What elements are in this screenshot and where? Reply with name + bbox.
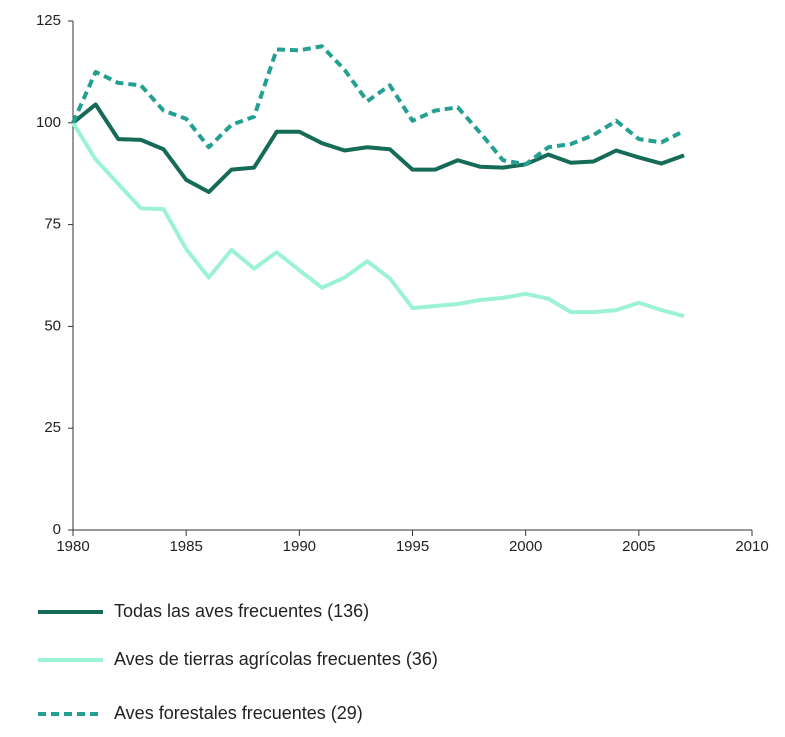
x-tick-label: 2010 — [735, 538, 768, 555]
y-tick-label: 75 — [44, 216, 61, 233]
legend-label: Aves forestales frecuentes (29) — [114, 703, 363, 723]
x-tick-label: 1985 — [169, 538, 202, 555]
series-line — [71, 44, 685, 167]
x-tick-label: 1980 — [56, 538, 89, 555]
y-tick-label: 25 — [44, 419, 61, 436]
legend-label: Todas las aves frecuentes (136) — [114, 601, 369, 621]
y-tick-label: 0 — [53, 521, 61, 538]
x-tick-label: 2005 — [622, 538, 655, 555]
series-line — [71, 121, 685, 319]
x-tick-label: 1995 — [396, 538, 429, 555]
series-line — [71, 102, 685, 195]
legend-label: Aves de tierras agrícolas frecuentes (36… — [114, 649, 438, 669]
y-tick-label: 125 — [36, 12, 61, 29]
x-tick-label: 2000 — [509, 538, 542, 555]
x-tick-label: 1990 — [283, 538, 316, 555]
y-tick-label: 100 — [36, 114, 61, 131]
y-tick-label: 50 — [44, 317, 61, 334]
